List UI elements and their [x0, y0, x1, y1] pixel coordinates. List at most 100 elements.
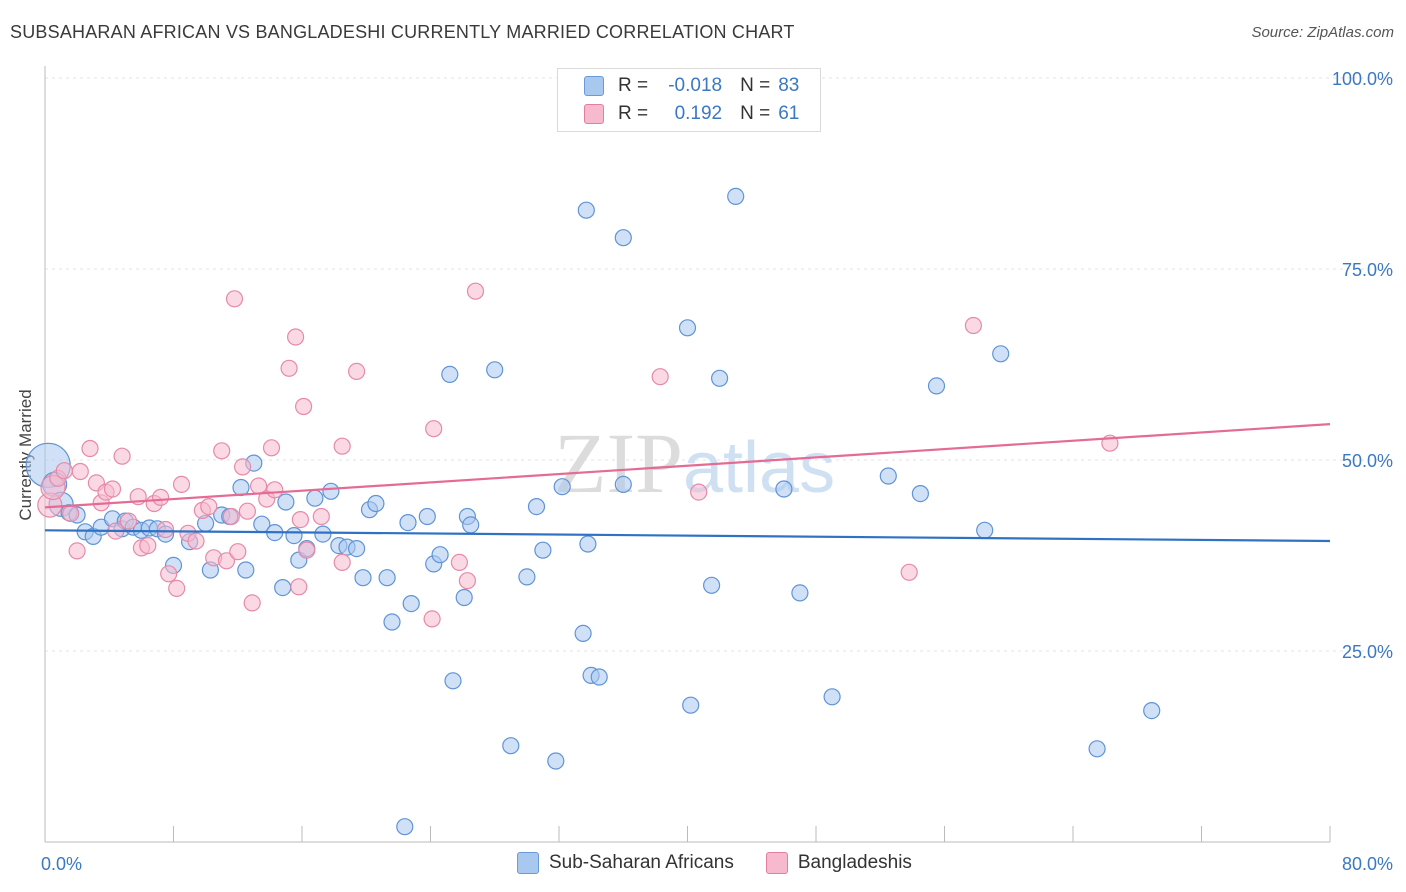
point-blue [462, 516, 480, 534]
watermark: ZIPatlas [554, 415, 835, 511]
point-pink [290, 578, 308, 596]
legend-label: Sub-Saharan Africans [549, 852, 734, 873]
legend-row-blue: R = -0.018 N = 83 [584, 73, 799, 99]
point-pink [168, 579, 186, 598]
point-pink [900, 563, 918, 581]
trend-line-blue [44, 529, 1331, 543]
point-blue [553, 478, 571, 496]
point-blue [274, 578, 292, 597]
point-blue [527, 498, 546, 516]
legend-n-value: 61 [778, 103, 800, 124]
point-blue [277, 493, 295, 511]
point-pink [425, 420, 443, 438]
point-pink [690, 483, 708, 501]
point-pink [187, 532, 205, 550]
point-pink [156, 520, 175, 539]
legend-swatch-pink [765, 852, 788, 874]
legend-item-bangladeshi[interactable]: Bangladeshis [765, 852, 912, 874]
point-blue [702, 576, 721, 594]
point-blue [306, 489, 324, 507]
legend-r-label: R = [618, 103, 649, 124]
legend-r-value: 0.192 [674, 103, 723, 124]
point-pink [348, 362, 366, 380]
legend-item-subsaharan[interactable]: Sub-Saharan Africans [517, 852, 734, 874]
point-pink [295, 397, 313, 416]
point-pink [68, 542, 86, 560]
point-blue [614, 229, 632, 247]
point-pink [266, 481, 284, 499]
point-blue [727, 187, 745, 205]
point-pink [172, 475, 191, 493]
point-blue [775, 480, 793, 498]
point-pink [139, 536, 157, 555]
point-pink [234, 458, 252, 476]
point-blue [710, 369, 729, 387]
point-pink [62, 504, 80, 523]
point-pink [119, 512, 138, 530]
point-pink [225, 290, 244, 308]
point-blue [418, 507, 436, 526]
point-blue [577, 201, 595, 219]
legend-swatch-blue [517, 852, 539, 874]
point-pink [450, 553, 468, 572]
y-tick-label: 100.0% [1332, 69, 1393, 89]
correlation-legend: R = -0.018 N = 83 R = 0.192 N = 61 [557, 68, 821, 132]
point-blue [1143, 701, 1161, 720]
point-blue [322, 482, 340, 500]
source-label: Source: ZipAtlas.com [1251, 24, 1394, 41]
y-tick-label: 75.0% [1342, 260, 1393, 280]
point-pink [312, 507, 330, 526]
point-blue [682, 696, 700, 714]
point-pink [262, 439, 281, 457]
point-blue [232, 478, 250, 497]
legend-swatch-blue [584, 76, 604, 96]
point-blue [976, 521, 994, 539]
point-blue [518, 568, 536, 586]
point-blue [879, 467, 897, 485]
point-pink [458, 572, 476, 590]
point-blue [402, 594, 420, 613]
point-blue [237, 561, 255, 579]
point-pink [222, 507, 240, 526]
legend-label: Bangladeshis [797, 852, 912, 873]
point-blue [314, 525, 332, 543]
point-pink [200, 498, 218, 516]
legend-row-pink: R = 0.192 N = 61 [584, 101, 799, 127]
legend-r-label: R = [618, 75, 649, 96]
point-pink [238, 502, 256, 520]
legend-r-value: -0.018 [668, 75, 723, 96]
point-blue [431, 546, 449, 564]
point-pink [160, 565, 178, 583]
point-blue [348, 539, 366, 558]
x-tick-label-max: 80.0% [1342, 854, 1393, 874]
point-pink [423, 610, 441, 628]
y-tick-label: 25.0% [1342, 642, 1393, 662]
point-blue [367, 494, 385, 513]
chart-title: SUBSAHARAN AFRICAN VS BANGLADESHI CURREN… [10, 22, 795, 42]
legend-n-label: N = [740, 103, 771, 124]
point-blue [927, 377, 946, 395]
point-blue [547, 752, 565, 770]
legend-n-label: N = [740, 75, 771, 96]
point-blue [791, 584, 809, 602]
point-pink [280, 359, 298, 377]
point-blue [614, 475, 632, 493]
point-blue [383, 613, 401, 631]
point-pink [287, 328, 305, 346]
point-pink [113, 447, 131, 465]
point-pink [466, 282, 485, 300]
point-pink [651, 368, 669, 386]
point-pink [71, 462, 89, 481]
point-pink [217, 552, 236, 570]
point-pink [291, 510, 309, 529]
point-pink [333, 553, 351, 572]
point-pink [243, 594, 261, 612]
point-blue [992, 345, 1010, 363]
point-blue [911, 485, 930, 503]
point-blue [502, 737, 520, 755]
legend-swatch-pink [584, 104, 604, 124]
legend-n-value: 83 [778, 75, 800, 96]
x-tick-label-min: 0.0% [41, 854, 82, 874]
point-blue [455, 588, 473, 607]
point-pink [333, 437, 351, 455]
